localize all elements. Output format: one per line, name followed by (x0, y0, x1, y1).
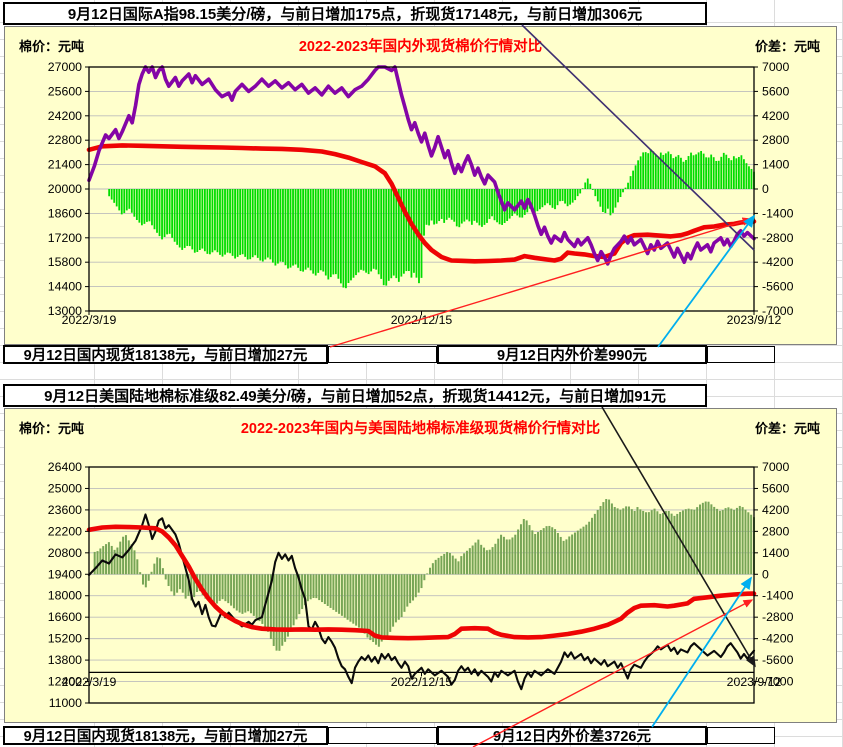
svg-text:2800: 2800 (762, 524, 790, 538)
svg-text:-1400: -1400 (762, 206, 794, 220)
svg-text:-7000: -7000 (762, 304, 794, 318)
svg-text:2022/3/19: 2022/3/19 (62, 313, 117, 327)
svg-text:14400: 14400 (48, 280, 82, 294)
svg-text:0: 0 (762, 182, 769, 196)
svg-text:5600: 5600 (762, 84, 790, 98)
chart2-right-axis-unit-label: 价差：元吨 (754, 421, 820, 436)
svg-text:13800: 13800 (48, 653, 82, 667)
chart1-footer-domestic-textbox[interactable]: 9月12日国内现货18138元，与前日增加27元 (3, 345, 328, 364)
svg-text:2022/12/15: 2022/12/15 (391, 313, 453, 327)
svg-text:13000: 13000 (48, 304, 82, 318)
chart1-footer-tail-cell (707, 346, 775, 363)
svg-text:18000: 18000 (48, 589, 82, 603)
svg-text:25000: 25000 (48, 481, 82, 495)
svg-text:5600: 5600 (762, 481, 790, 495)
svg-text:-2800: -2800 (762, 610, 794, 624)
chart2-left-axis-unit-label: 棉价：元吨 (19, 421, 85, 436)
svg-text:2800: 2800 (762, 133, 790, 147)
svg-text:22200: 22200 (48, 524, 82, 538)
chart1-object[interactable]: 棉价：元吨 2022-2023年国内外现货棉价行情对比 价差：元吨 27000 2… (4, 26, 837, 345)
svg-text:-1400: -1400 (762, 589, 794, 603)
chart1-header-textbox[interactable]: 9月12日国际A指98.15美分/磅，与前日增加175点，折现货17148元，与… (3, 2, 707, 25)
svg-text:-5600: -5600 (762, 653, 794, 667)
svg-text:2022/3/19: 2022/3/19 (62, 675, 117, 689)
svg-text:-5600: -5600 (762, 280, 794, 294)
svg-text:26400: 26400 (48, 460, 82, 474)
svg-text:20000: 20000 (48, 182, 82, 196)
svg-text:11000: 11000 (49, 696, 82, 710)
svg-text:1400: 1400 (762, 158, 790, 172)
svg-text:2023/9/12: 2023/9/12 (727, 675, 782, 689)
svg-text:-4200: -4200 (762, 255, 794, 269)
chart2-footer-tail-cell (707, 727, 775, 744)
chart1-plot-area: 27000 25600 24200 22800 21400 20000 18600 17200… (48, 60, 794, 327)
chart1-title: 2022-2023年国内外现货棉价行情对比 (298, 39, 543, 55)
svg-text:15800: 15800 (48, 255, 82, 269)
chart2-title: 2022-2023年国内与美国陆地棉标准级现货棉价行情对比 (240, 421, 601, 437)
svg-text:27000: 27000 (48, 60, 82, 74)
svg-text:0: 0 (762, 567, 769, 581)
svg-text:-2800: -2800 (762, 231, 794, 245)
svg-text:24200: 24200 (48, 109, 82, 123)
svg-text:7000: 7000 (762, 460, 790, 474)
chart2-footer-domestic-textbox[interactable]: 9月12日国内现货18138元，与前日增加27元 (3, 726, 328, 745)
svg-text:4200: 4200 (762, 503, 790, 517)
svg-text:2022/12/15: 2022/12/15 (391, 675, 453, 689)
svg-text:23600: 23600 (48, 503, 82, 517)
svg-text:20800: 20800 (48, 546, 82, 560)
svg-text:7000: 7000 (762, 60, 790, 74)
svg-text:4200: 4200 (762, 109, 790, 123)
svg-text:2023/9/12: 2023/9/12 (727, 313, 782, 327)
svg-text:-4200: -4200 (762, 632, 794, 646)
svg-text:12400: 12400 (48, 675, 82, 689)
chart1-left-axis-unit-label: 棉价：元吨 (19, 39, 85, 54)
svg-text:-7000: -7000 (762, 675, 794, 689)
svg-text:17200: 17200 (48, 231, 82, 245)
chart2-footer-spread-textbox[interactable]: 9月12日内外价差3726元 (437, 726, 707, 745)
svg-text:16600: 16600 (48, 610, 82, 624)
svg-text:15200: 15200 (48, 632, 82, 646)
svg-text:21400: 21400 (48, 158, 82, 172)
svg-text:22800: 22800 (48, 133, 82, 147)
chart1-right-axis-unit-label: 价差：元吨 (754, 39, 820, 54)
chart2-plot-area: 26400 25000 23600 22200 20800 19400 18000 16600… (48, 460, 794, 710)
chart1-footer-spread-textbox[interactable]: 9月12日内外价差990元 (437, 345, 707, 364)
svg-text:18600: 18600 (48, 206, 82, 220)
chart2-header-textbox[interactable]: 9月12日美国陆地棉标准级82.49美分/磅，与前日增加52点，折现货14412… (3, 384, 707, 407)
svg-text:25600: 25600 (48, 84, 82, 98)
chart2-object[interactable]: 棉价：元吨 2022-2023年国内与美国陆地棉标准级现货棉价行情对比 价差：元… (4, 408, 837, 723)
svg-text:1400: 1400 (762, 546, 790, 560)
svg-text:19400: 19400 (48, 567, 82, 581)
chart1-footer-spacer-cell (328, 346, 437, 363)
chart2-footer-spacer-cell (328, 727, 437, 744)
